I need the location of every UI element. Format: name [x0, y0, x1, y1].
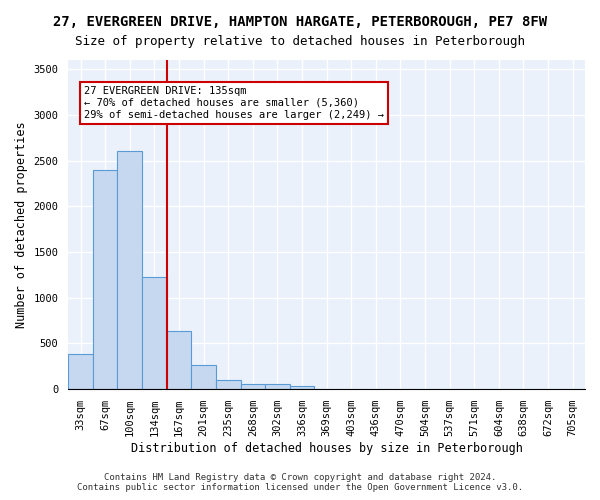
Bar [118, 152, 142, 389]
Text: 27, EVERGREEN DRIVE, HAMPTON HARGATE, PETERBOROUGH, PE7 8FW: 27, EVERGREEN DRIVE, HAMPTON HARGATE, PE… [53, 15, 547, 29]
Bar [142, 276, 167, 389]
Bar [216, 380, 241, 389]
Text: Contains HM Land Registry data © Crown copyright and database right 2024.
Contai: Contains HM Land Registry data © Crown c… [77, 473, 523, 492]
Text: 27 EVERGREEN DRIVE: 135sqm
← 70% of detached houses are smaller (5,360)
29% of s: 27 EVERGREEN DRIVE: 135sqm ← 70% of deta… [84, 86, 384, 120]
Bar [241, 384, 265, 389]
Bar [191, 366, 216, 389]
Bar [93, 170, 118, 389]
Bar [265, 384, 290, 389]
Bar [167, 330, 191, 389]
Bar [290, 386, 314, 389]
Bar [68, 354, 93, 389]
X-axis label: Distribution of detached houses by size in Peterborough: Distribution of detached houses by size … [131, 442, 523, 455]
Y-axis label: Number of detached properties: Number of detached properties [15, 122, 28, 328]
Text: Size of property relative to detached houses in Peterborough: Size of property relative to detached ho… [75, 35, 525, 48]
